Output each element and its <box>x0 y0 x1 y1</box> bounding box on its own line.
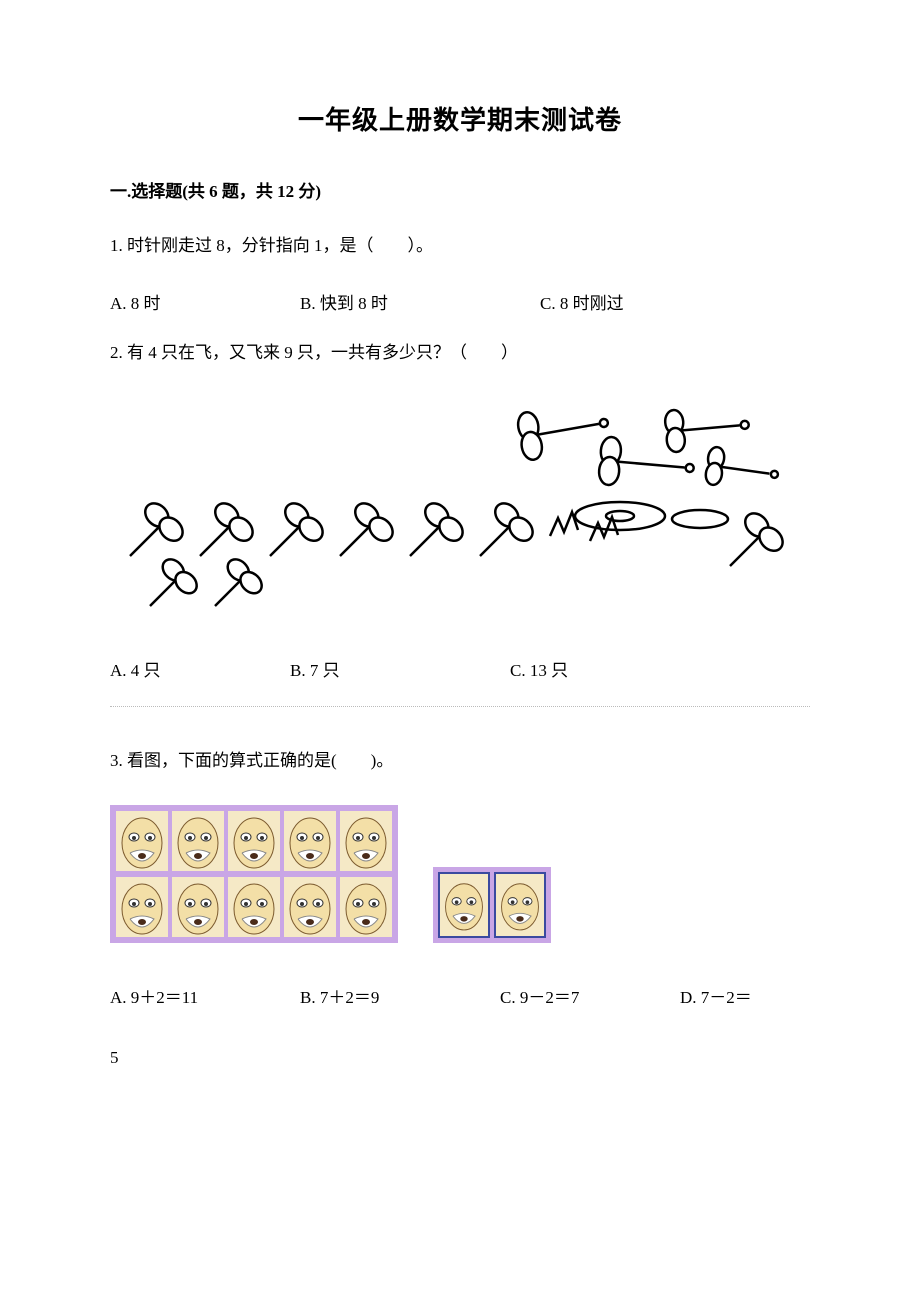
face-icon <box>340 811 392 871</box>
face-icon <box>172 811 224 871</box>
q1-opt-a: A. 8 时 <box>110 289 300 314</box>
face-icon <box>494 872 546 938</box>
q1-text: 1. 时针刚走过 8，分针指向 1，是（ ）。 <box>110 232 810 259</box>
face-icon <box>228 811 280 871</box>
face-icon <box>284 877 336 937</box>
q2-options: A. 4 只 B. 7 只 C. 13 只 <box>110 656 810 681</box>
q3-opt-c: C. 9－2＝7 <box>500 983 680 1008</box>
face-icon <box>116 811 168 871</box>
face-icon <box>228 877 280 937</box>
q2-opt-c: C. 13 只 <box>510 656 690 681</box>
q3-options: A. 9＋2＝11 B. 7＋2＝9 C. 9－2＝7 D. 7－2＝ <box>110 983 810 1008</box>
face-icon <box>438 872 490 938</box>
face-icon <box>284 811 336 871</box>
section-header: 一.选择题(共 6 题，共 12 分) <box>110 177 810 202</box>
q3-opt-b: B. 7＋2＝9 <box>300 983 500 1008</box>
faces-row-1 <box>116 811 392 871</box>
q3-opt-a: A. 9＋2＝11 <box>110 983 300 1008</box>
face-icon <box>116 877 168 937</box>
q3-text: 3. 看图，下面的算式正确的是( )。 <box>110 747 810 774</box>
faces-right-block <box>433 867 551 943</box>
faces-row-2 <box>116 877 392 937</box>
faces-left-block <box>110 805 398 943</box>
page-title: 一年级上册数学期末测试卷 <box>110 100 810 137</box>
q3-opt-d: D. 7－2＝ <box>680 983 800 1008</box>
q3-continuation: 5 <box>110 1048 810 1068</box>
q1-options: A. 8 时 B. 快到 8 时 C. 8 时刚过 <box>110 289 810 314</box>
q2-opt-a: A. 4 只 <box>110 656 290 681</box>
q1-opt-b: B. 快到 8 时 <box>300 289 540 314</box>
face-icon <box>340 877 392 937</box>
q2-opt-b: B. 7 只 <box>290 656 510 681</box>
divider <box>110 706 810 707</box>
q1-opt-c: C. 8 时刚过 <box>540 289 720 314</box>
faces-illustration <box>110 805 810 943</box>
dragonfly-illustration <box>110 406 790 621</box>
q2-text: 2. 有 4 只在飞，又飞来 9 只，一共有多少只？（ ） <box>110 339 810 366</box>
face-icon <box>172 877 224 937</box>
document-page: 一年级上册数学期末测试卷 一.选择题(共 6 题，共 12 分) 1. 时针刚走… <box>0 0 920 1128</box>
